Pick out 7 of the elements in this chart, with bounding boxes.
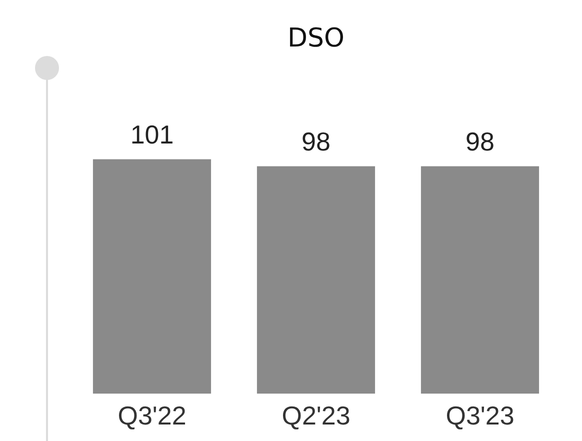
- data-label: 98: [466, 126, 494, 156]
- x-tick-label: Q3'22: [118, 400, 186, 431]
- data-label: 101: [130, 119, 174, 150]
- x-tick-label: Q3'23: [446, 400, 514, 431]
- data-label: 98: [302, 126, 330, 156]
- x-tick-label: Q2'23: [282, 400, 350, 431]
- chart-title: DSO: [288, 23, 344, 54]
